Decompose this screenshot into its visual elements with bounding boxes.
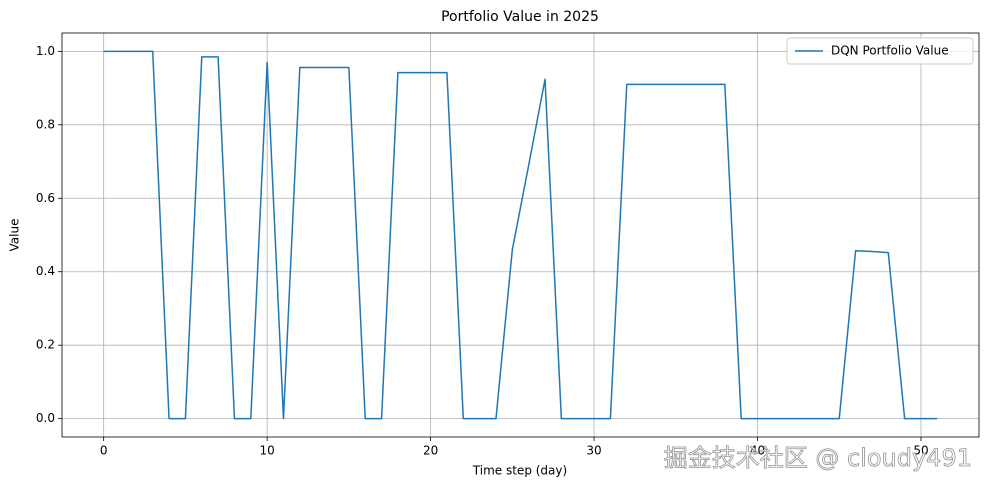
x-tick-label: 0 — [100, 444, 108, 458]
x-tick-label: 50 — [913, 444, 928, 458]
x-tick-label: 10 — [259, 444, 274, 458]
legend-box — [786, 37, 974, 65]
y-axis-label: Value — [8, 219, 22, 252]
y-tick-label: 1.0 — [36, 44, 55, 58]
x-axis-label: Time step (day) — [472, 464, 567, 478]
y-tick-label: 0.2 — [36, 338, 55, 352]
legend: DQN Portfolio Value — [786, 37, 974, 65]
watermark: 掘金技术社区 @ cloudy491 — [664, 444, 972, 472]
y-tick-label: 0.6 — [36, 191, 55, 205]
x-tick-label: 40 — [750, 444, 765, 458]
chart-title: Portfolio Value in 2025 — [441, 9, 599, 25]
legend-label: DQN Portfolio Value — [831, 44, 949, 58]
y-tick-label: 0.0 — [36, 411, 55, 425]
plot-frame — [61, 32, 980, 438]
y-tick-label: 0.4 — [36, 264, 55, 278]
line-series — [103, 50, 938, 420]
x-tick-label: 20 — [423, 444, 438, 458]
y-tick-label: 0.8 — [36, 117, 55, 131]
x-tick-label: 30 — [586, 444, 601, 458]
